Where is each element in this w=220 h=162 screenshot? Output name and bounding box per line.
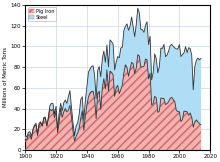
- Legend: Pig Iron, Steel: Pig Iron, Steel: [28, 7, 56, 21]
- Y-axis label: Millions of Metric Tons: Millions of Metric Tons: [3, 47, 8, 107]
